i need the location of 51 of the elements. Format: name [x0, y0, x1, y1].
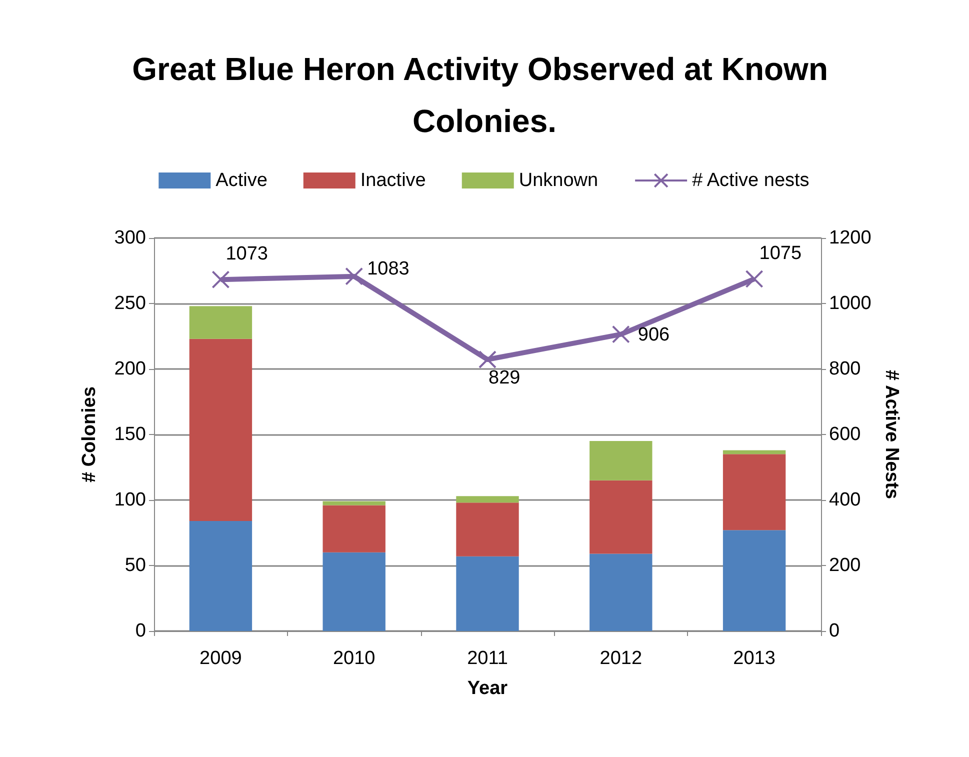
y2-tick-label: 0: [829, 620, 840, 642]
y-axis-title: # Colonies: [79, 386, 100, 483]
bar: [722, 454, 786, 530]
bar: [456, 502, 519, 556]
y2-tick-label: 400: [829, 490, 861, 510]
x-tick-label: 2013: [733, 648, 776, 669]
legend-label: Inactive: [360, 170, 426, 191]
bar: [590, 441, 652, 480]
bar: [189, 520, 252, 631]
y-tick-label: 150: [114, 424, 146, 445]
bar: [590, 480, 652, 554]
y2-tick-label: 1000: [829, 293, 872, 314]
legend-label: Unknown: [518, 170, 598, 191]
point: [478, 350, 496, 369]
y2-tick-label: 800: [829, 358, 861, 380]
y2-tick-label: 200: [829, 555, 861, 576]
y2-axis-title: # Active Nests: [881, 370, 902, 500]
x-axis-title: Year: [467, 678, 508, 699]
y-tick-label: 300: [114, 228, 146, 248]
bar: [322, 505, 386, 552]
x-tick-label: 2009: [200, 648, 242, 669]
bar: [322, 552, 386, 631]
bar: [456, 556, 519, 631]
data-label: 1083: [367, 258, 410, 280]
y2-tick-label: 1200: [829, 228, 872, 248]
bar: [456, 496, 519, 503]
bar: [722, 530, 786, 631]
data-label: 1073: [226, 244, 268, 265]
y-tick-label: 100: [114, 490, 146, 510]
legend-label: Active: [216, 170, 268, 191]
bar: [590, 554, 652, 631]
data-label: 906: [638, 324, 670, 346]
y-tick-label: 250: [114, 293, 146, 314]
legend-label: # Active nests: [692, 170, 810, 191]
y-tick-label: 50: [124, 555, 146, 576]
y-tick-label: 0: [135, 620, 146, 642]
data-label: 1075: [759, 242, 802, 264]
point: [212, 270, 230, 289]
x-tick-label: 2010: [332, 648, 376, 669]
y2-tick-label: 600: [829, 424, 861, 445]
bar: [189, 338, 252, 521]
bar: [189, 306, 252, 339]
point: [345, 267, 364, 286]
data-label: 829: [488, 368, 520, 389]
point: [745, 270, 764, 288]
y-tick-label: 200: [114, 358, 146, 380]
bar: [722, 450, 786, 454]
point: [612, 325, 630, 344]
x-tick-label: 2012: [600, 648, 642, 669]
chart-title: Great Blue Heron Activity Observed at Known Colonies.: [132, 51, 837, 139]
x-tick-label: 2011: [467, 648, 508, 669]
